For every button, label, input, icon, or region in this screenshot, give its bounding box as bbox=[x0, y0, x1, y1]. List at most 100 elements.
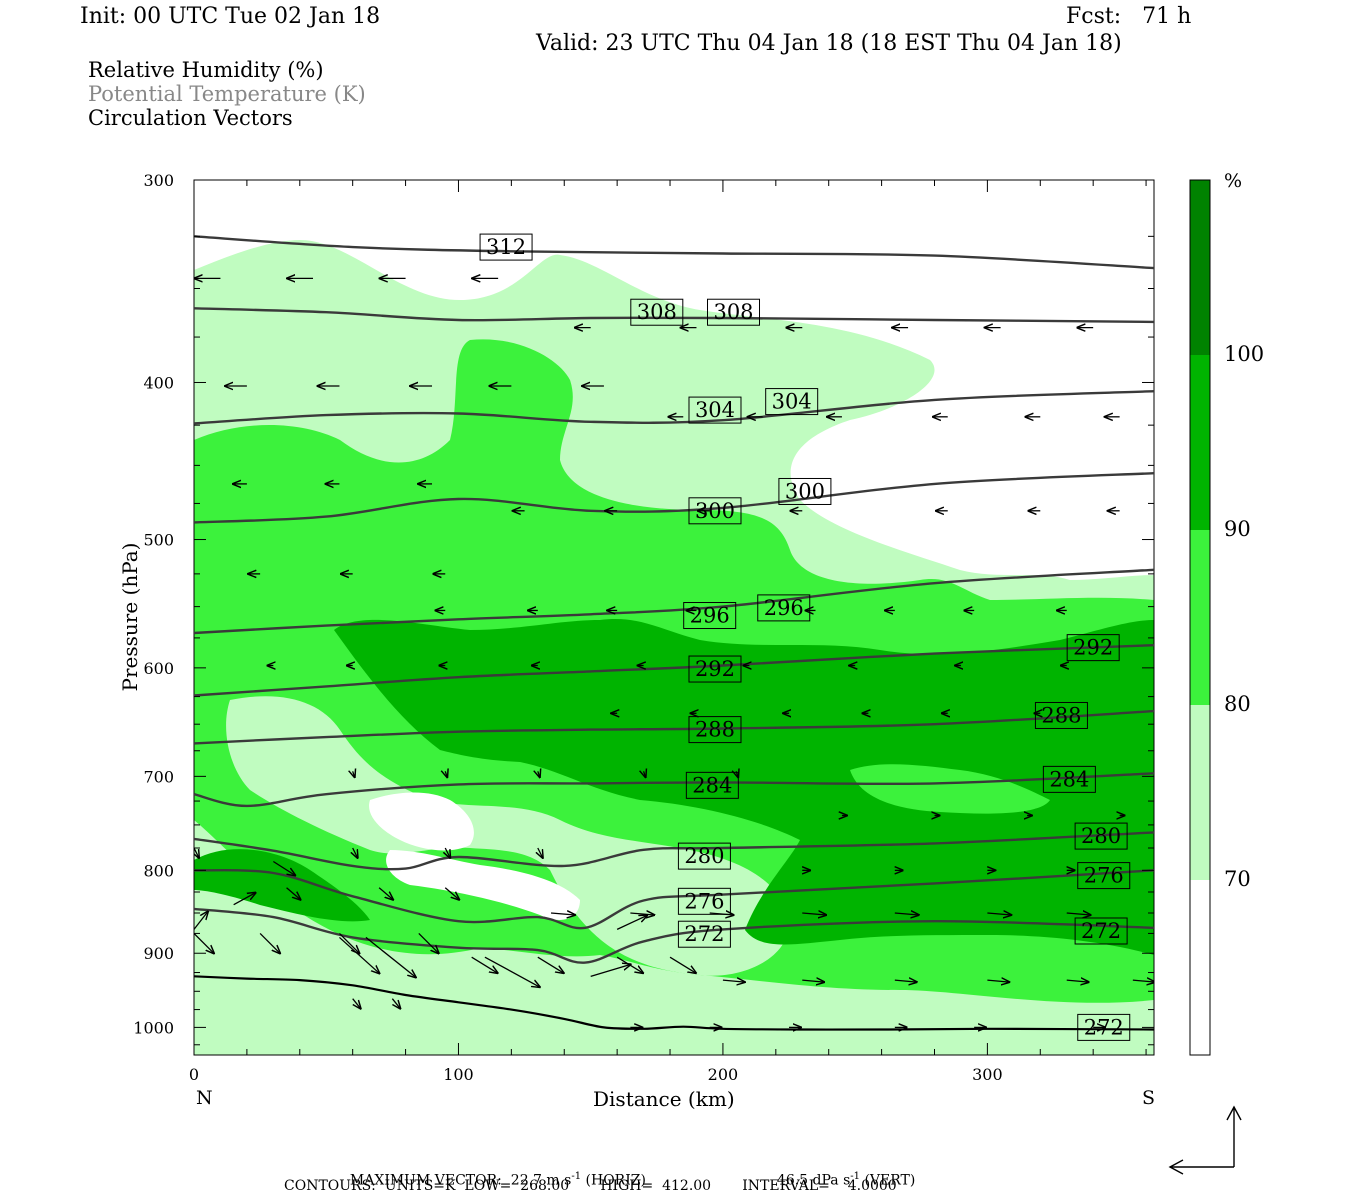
footer-vert-vector: 46.5 dPa s-1 (VERT) bbox=[768, 1158, 915, 1188]
circulation-vector bbox=[630, 913, 654, 915]
circulation-vector bbox=[352, 998, 361, 1009]
reference-vector-arrows bbox=[1168, 1105, 1242, 1175]
isentrope-label-box bbox=[707, 298, 761, 326]
circulation-vector bbox=[444, 887, 459, 900]
plot-frame bbox=[193, 179, 1155, 1056]
isentrope-label-box bbox=[479, 233, 533, 261]
legend-vectors: Circulation Vectors bbox=[88, 106, 293, 130]
isentrope-280 bbox=[194, 831, 1154, 871]
isentrope-label: 292 bbox=[695, 657, 735, 681]
isentrope-label-box bbox=[677, 920, 731, 948]
isentrope-label: 284 bbox=[692, 773, 732, 797]
colorbar-bin-90 bbox=[1190, 355, 1210, 530]
isentrope-label-box bbox=[630, 298, 684, 326]
y-tick-label: 300 bbox=[143, 171, 174, 190]
y-tick-label: 1000 bbox=[133, 1018, 174, 1037]
terrain-line bbox=[194, 975, 1154, 1031]
isentrope-label-box bbox=[677, 887, 731, 915]
isentrope-308 bbox=[194, 307, 1154, 324]
circulation-vector bbox=[286, 887, 301, 900]
horiz-unit-exponent: -1 bbox=[571, 1171, 582, 1182]
circulation-vector bbox=[391, 998, 400, 1009]
colorbar-tick-label: 100 bbox=[1224, 342, 1265, 366]
circulation-vector bbox=[538, 847, 543, 858]
circulation-vector bbox=[538, 771, 540, 777]
circulation-vector bbox=[550, 913, 575, 915]
isentrope-label-box bbox=[688, 655, 742, 683]
horiz-tag: (HORIZ) bbox=[581, 1172, 646, 1189]
y-tick-label: 700 bbox=[143, 767, 174, 786]
colorbar-bin-80 bbox=[1190, 530, 1210, 705]
circulation-vectors bbox=[194, 278, 1154, 1027]
circulation-vector bbox=[259, 932, 280, 953]
isentrope-label: 284 bbox=[1049, 767, 1089, 791]
circulation-vector bbox=[378, 887, 393, 900]
rh-80-90-pocket-right bbox=[850, 764, 1050, 814]
circulation-vector bbox=[353, 771, 355, 777]
isentrope-label: 288 bbox=[695, 718, 735, 742]
colorbar-bin-100 bbox=[1190, 180, 1210, 355]
isentrope-label-box bbox=[677, 842, 731, 870]
circulation-vector bbox=[194, 847, 199, 858]
colorbar-unit-label: % bbox=[1224, 170, 1243, 192]
circulation-vector bbox=[736, 771, 738, 777]
isentrope-label: 296 bbox=[764, 596, 804, 620]
circulation-vector bbox=[894, 980, 917, 982]
circulation-vector bbox=[338, 932, 359, 953]
circulation-vector bbox=[1132, 980, 1154, 982]
isentrope-label-box bbox=[765, 388, 819, 416]
init-time: Init: 00 UTC Tue 02 Jan 18 bbox=[80, 4, 381, 29]
y-tick-label: 600 bbox=[143, 659, 174, 678]
isentrope-label-box bbox=[685, 771, 739, 799]
footer-max-vector: MAXIMUM VECTOR: 22.7 m s-1 (HORIZ) bbox=[341, 1158, 646, 1188]
isentrope-label-box bbox=[688, 497, 742, 525]
circulation-vector bbox=[987, 980, 1009, 982]
endpoint-left-label: N bbox=[196, 1087, 213, 1109]
rh-90-100-lowlevel bbox=[194, 849, 370, 922]
isentrope-label: 308 bbox=[713, 300, 753, 324]
isentrope-label: 280 bbox=[1081, 824, 1121, 848]
circulation-vector bbox=[339, 936, 379, 973]
isentrope-label-box bbox=[688, 396, 742, 424]
circulation-vector bbox=[802, 913, 826, 915]
endpoint-right-label: S bbox=[1142, 1087, 1156, 1109]
isentrope-label: 300 bbox=[785, 479, 825, 503]
circulation-vector bbox=[987, 913, 1011, 915]
isentrope-label: 304 bbox=[695, 398, 735, 422]
valid-time: Valid: 23 UTC Thu 04 Jan 18 (18 EST Thu … bbox=[536, 31, 1122, 56]
isentrope-label: 272 bbox=[684, 922, 724, 946]
isentrope-label-box bbox=[778, 477, 832, 505]
isentrope-label: 276 bbox=[1084, 864, 1124, 888]
circulation-vector bbox=[194, 911, 208, 930]
circulation-vector bbox=[590, 964, 631, 977]
isentrope-272 bbox=[194, 907, 1154, 964]
circulation-vector bbox=[445, 847, 450, 858]
y-axis-title: Pressure (hPa) bbox=[118, 542, 142, 692]
isentrope-304 bbox=[194, 390, 1154, 425]
humidity-field bbox=[194, 240, 1154, 1055]
circulation-vector bbox=[1066, 980, 1089, 982]
isentrope-label-box bbox=[683, 602, 737, 630]
circulation-vector bbox=[537, 956, 564, 973]
colorbar-frame bbox=[1189, 179, 1211, 1056]
isentrope-label: 272 bbox=[1081, 919, 1121, 943]
x-axis-title: Distance (km) bbox=[593, 1087, 735, 1111]
circulation-vector bbox=[709, 913, 734, 915]
circulation-vector bbox=[445, 771, 447, 777]
isentrope-label-box bbox=[688, 716, 742, 744]
colorbar bbox=[1189, 179, 1211, 1056]
circulation-vector bbox=[471, 956, 498, 973]
isentrope-label: 288 bbox=[1041, 703, 1081, 727]
isentrope-label: 308 bbox=[637, 300, 677, 324]
legend-theta: Potential Temperature (K) bbox=[88, 82, 366, 106]
legend-rh: Relative Humidity (%) bbox=[88, 58, 324, 82]
terrain-surface bbox=[194, 975, 1154, 1031]
circulation-vector bbox=[644, 771, 646, 777]
isentrope-label: 280 bbox=[684, 844, 724, 868]
circulation-vector bbox=[616, 915, 647, 930]
colorbar-tick-label: 90 bbox=[1224, 517, 1251, 541]
x-tick-label: 200 bbox=[708, 1065, 739, 1084]
y-tick-label: 400 bbox=[143, 373, 174, 392]
